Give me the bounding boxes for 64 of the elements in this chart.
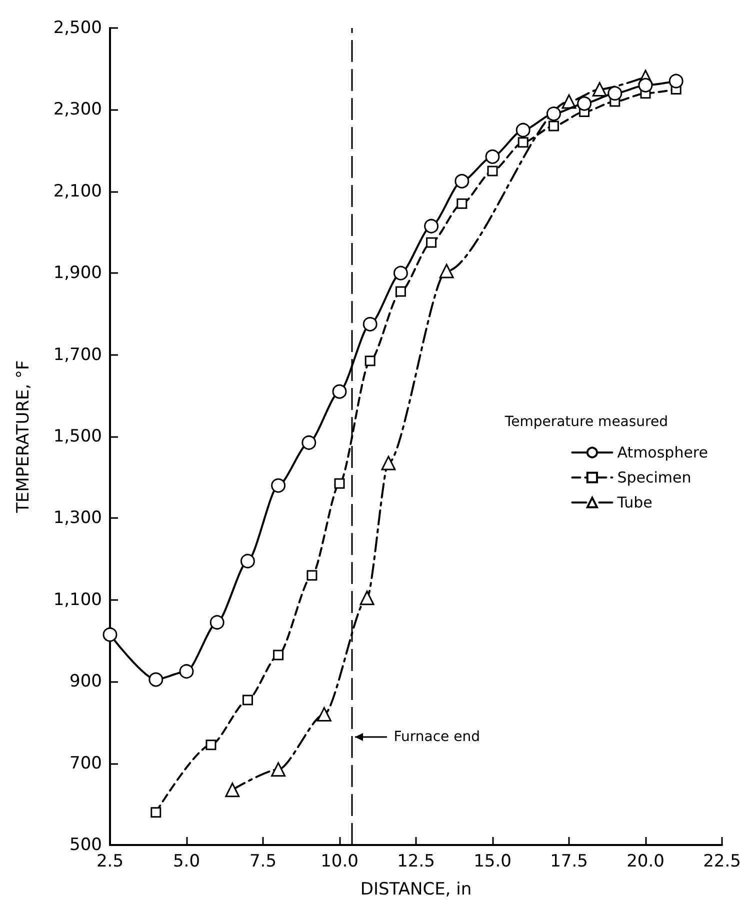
point (316, 707, 332, 722)
point (150, 807, 162, 818)
point (225, 782, 240, 798)
point (577, 96, 592, 111)
point (148, 672, 164, 687)
point (271, 478, 286, 493)
point (546, 106, 561, 122)
point (210, 615, 224, 630)
point (364, 356, 376, 366)
point (360, 590, 374, 606)
x-tick-label: 17.5 (550, 852, 588, 872)
y-tick-label: 1,300 (53, 508, 102, 528)
y-tick-label: 700 (70, 753, 102, 774)
point (306, 570, 318, 581)
point (424, 218, 439, 234)
x-tick-label: 12.5 (397, 852, 435, 872)
point (516, 122, 530, 138)
point (302, 435, 316, 450)
y-tick-label: 2,300 (53, 100, 102, 120)
point (439, 264, 454, 278)
legend-label: Specimen (617, 468, 692, 486)
y-tick-label: 1,100 (53, 590, 102, 610)
point (271, 762, 286, 777)
x-tick-label: 5.0 (172, 852, 200, 872)
y-tick-label: 1,700 (53, 344, 102, 365)
point (668, 74, 684, 88)
point (454, 174, 470, 188)
point (485, 149, 500, 164)
y-tick-label: 1,500 (53, 426, 102, 446)
x-tick-label: 15.0 (474, 852, 512, 872)
point (273, 650, 284, 660)
y-tick-label: 1,900 (53, 263, 102, 284)
point (242, 694, 253, 706)
point (638, 78, 653, 92)
point (334, 478, 345, 489)
point (608, 86, 622, 101)
point (240, 554, 255, 568)
x-tick-label: 20.0 (626, 852, 664, 872)
point (393, 266, 408, 280)
point (592, 82, 607, 97)
x-tick-label: 7.5 (249, 852, 277, 872)
legend-title: Temperature measured (504, 414, 668, 430)
point (381, 456, 396, 470)
point (518, 137, 528, 148)
legend-label: Atmosphere (617, 444, 708, 462)
point (362, 316, 378, 332)
x-tick-label: 10.0 (320, 852, 358, 872)
x-tick-label: 22.5 (703, 852, 741, 872)
point (426, 237, 437, 248)
point (332, 384, 347, 399)
point (548, 120, 559, 132)
point (456, 198, 468, 209)
ref-line-label: Furnace end (394, 728, 480, 745)
y-tick-label: 900 (70, 672, 102, 692)
point (206, 740, 216, 750)
x-axis-title: DISTANCE, in (360, 880, 472, 900)
y-tick-label: 2,500 (53, 18, 102, 38)
point (102, 627, 118, 642)
point (487, 166, 498, 176)
point (179, 664, 194, 679)
point (395, 286, 406, 297)
y-axis-title: TEMPERATURE, °F (14, 360, 34, 514)
legend-label: Tube (616, 494, 652, 512)
y-tick-label: 2,100 (53, 181, 102, 202)
